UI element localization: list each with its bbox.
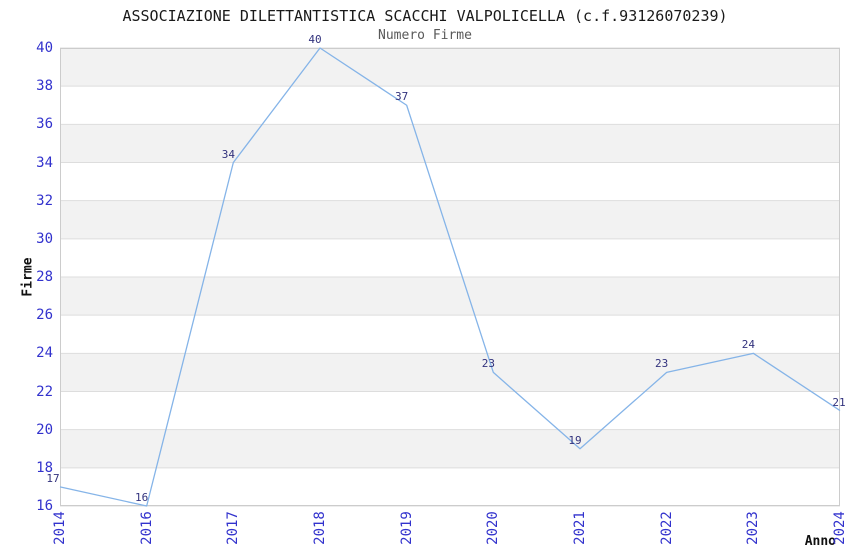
plot-border — [60, 48, 840, 506]
data-point-label: 37 — [395, 90, 409, 104]
data-point-label: 19 — [568, 433, 582, 447]
y-tick-label: 22 — [36, 383, 53, 400]
plot-band — [60, 277, 840, 316]
data-point-label: 17 — [46, 471, 60, 485]
y-tick-label: 16 — [36, 498, 53, 514]
x-tick-label: 2016 — [138, 511, 155, 545]
data-point-label: 21 — [832, 395, 846, 409]
plot-band — [60, 353, 840, 392]
plot-band — [60, 48, 840, 87]
data-point-label: 16 — [135, 491, 149, 504]
y-tick-label: 38 — [36, 78, 53, 95]
data-point-label: 40 — [308, 33, 322, 46]
plot-band — [60, 124, 840, 163]
x-tick-label: 2018 — [312, 511, 328, 545]
y-tick-label: 18 — [36, 459, 53, 476]
x-tick-label: 2019 — [398, 511, 415, 545]
y-tick-label: 36 — [36, 116, 53, 133]
y-tick-label: 28 — [36, 269, 53, 285]
x-tick-label: 2017 — [225, 511, 242, 545]
series-line — [59, 47, 841, 507]
y-tick-label: 34 — [36, 154, 53, 171]
y-tick-label: 40 — [36, 40, 53, 56]
y-tick-label: 24 — [36, 345, 53, 362]
data-point-label: 34 — [221, 147, 235, 161]
chart-subtitle: Numero Firme — [378, 28, 472, 43]
x-tick-label: 2021 — [572, 511, 588, 545]
x-tick-label: 2020 — [485, 511, 502, 545]
chart-title: ASSOCIAZIONE DILETTANTISTICA SCACCHI VAL… — [122, 7, 728, 25]
data-point-label: 23 — [655, 357, 669, 371]
y-tick-label: 32 — [36, 192, 53, 209]
plot-band — [60, 200, 840, 239]
data-point-label: 23 — [481, 357, 495, 371]
x-tick-label: 2014 — [52, 511, 68, 545]
x-tick-label: 2023 — [745, 511, 762, 545]
y-tick-label: 30 — [36, 230, 53, 247]
plot-band — [60, 429, 840, 468]
x-axis-title: Anno — [804, 534, 836, 549]
x-tick-label: 2024 — [832, 511, 848, 545]
data-point-label: 24 — [741, 338, 755, 352]
y-tick-label: 20 — [36, 421, 53, 438]
y-tick-label: 26 — [36, 307, 53, 324]
x-tick-label: 2022 — [658, 511, 675, 545]
